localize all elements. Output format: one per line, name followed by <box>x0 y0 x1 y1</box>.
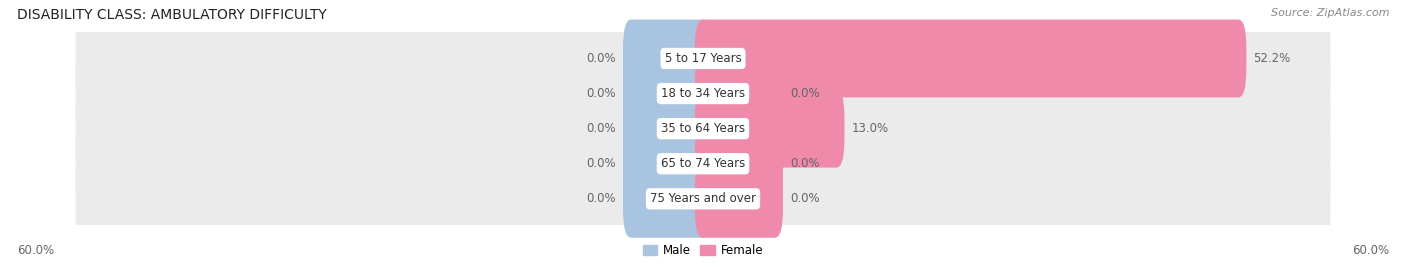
Text: DISABILITY CLASS: AMBULATORY DIFFICULTY: DISABILITY CLASS: AMBULATORY DIFFICULTY <box>17 8 326 22</box>
Text: 0.0%: 0.0% <box>586 52 616 65</box>
Legend: Male, Female: Male, Female <box>638 239 768 262</box>
Text: 0.0%: 0.0% <box>790 87 820 100</box>
FancyBboxPatch shape <box>76 0 1330 117</box>
FancyBboxPatch shape <box>76 141 1330 257</box>
FancyBboxPatch shape <box>623 125 711 203</box>
Text: 0.0%: 0.0% <box>586 192 616 205</box>
Text: 0.0%: 0.0% <box>586 122 616 135</box>
FancyBboxPatch shape <box>695 90 845 168</box>
FancyBboxPatch shape <box>695 55 783 132</box>
Text: 13.0%: 13.0% <box>852 122 889 135</box>
FancyBboxPatch shape <box>623 20 711 97</box>
FancyBboxPatch shape <box>695 160 783 238</box>
FancyBboxPatch shape <box>695 20 1246 97</box>
Text: Source: ZipAtlas.com: Source: ZipAtlas.com <box>1271 8 1389 18</box>
Text: 0.0%: 0.0% <box>586 87 616 100</box>
Text: 5 to 17 Years: 5 to 17 Years <box>665 52 741 65</box>
Text: 35 to 64 Years: 35 to 64 Years <box>661 122 745 135</box>
FancyBboxPatch shape <box>76 70 1330 187</box>
Text: 0.0%: 0.0% <box>790 192 820 205</box>
FancyBboxPatch shape <box>76 106 1330 222</box>
Text: 52.2%: 52.2% <box>1254 52 1291 65</box>
Text: 60.0%: 60.0% <box>17 244 53 257</box>
FancyBboxPatch shape <box>623 90 711 168</box>
Text: 65 to 74 Years: 65 to 74 Years <box>661 157 745 170</box>
FancyBboxPatch shape <box>76 35 1330 152</box>
FancyBboxPatch shape <box>695 125 783 203</box>
Text: 60.0%: 60.0% <box>1353 244 1389 257</box>
Text: 0.0%: 0.0% <box>790 157 820 170</box>
Text: 18 to 34 Years: 18 to 34 Years <box>661 87 745 100</box>
FancyBboxPatch shape <box>623 160 711 238</box>
FancyBboxPatch shape <box>623 55 711 132</box>
Text: 0.0%: 0.0% <box>586 157 616 170</box>
Text: 75 Years and over: 75 Years and over <box>650 192 756 205</box>
